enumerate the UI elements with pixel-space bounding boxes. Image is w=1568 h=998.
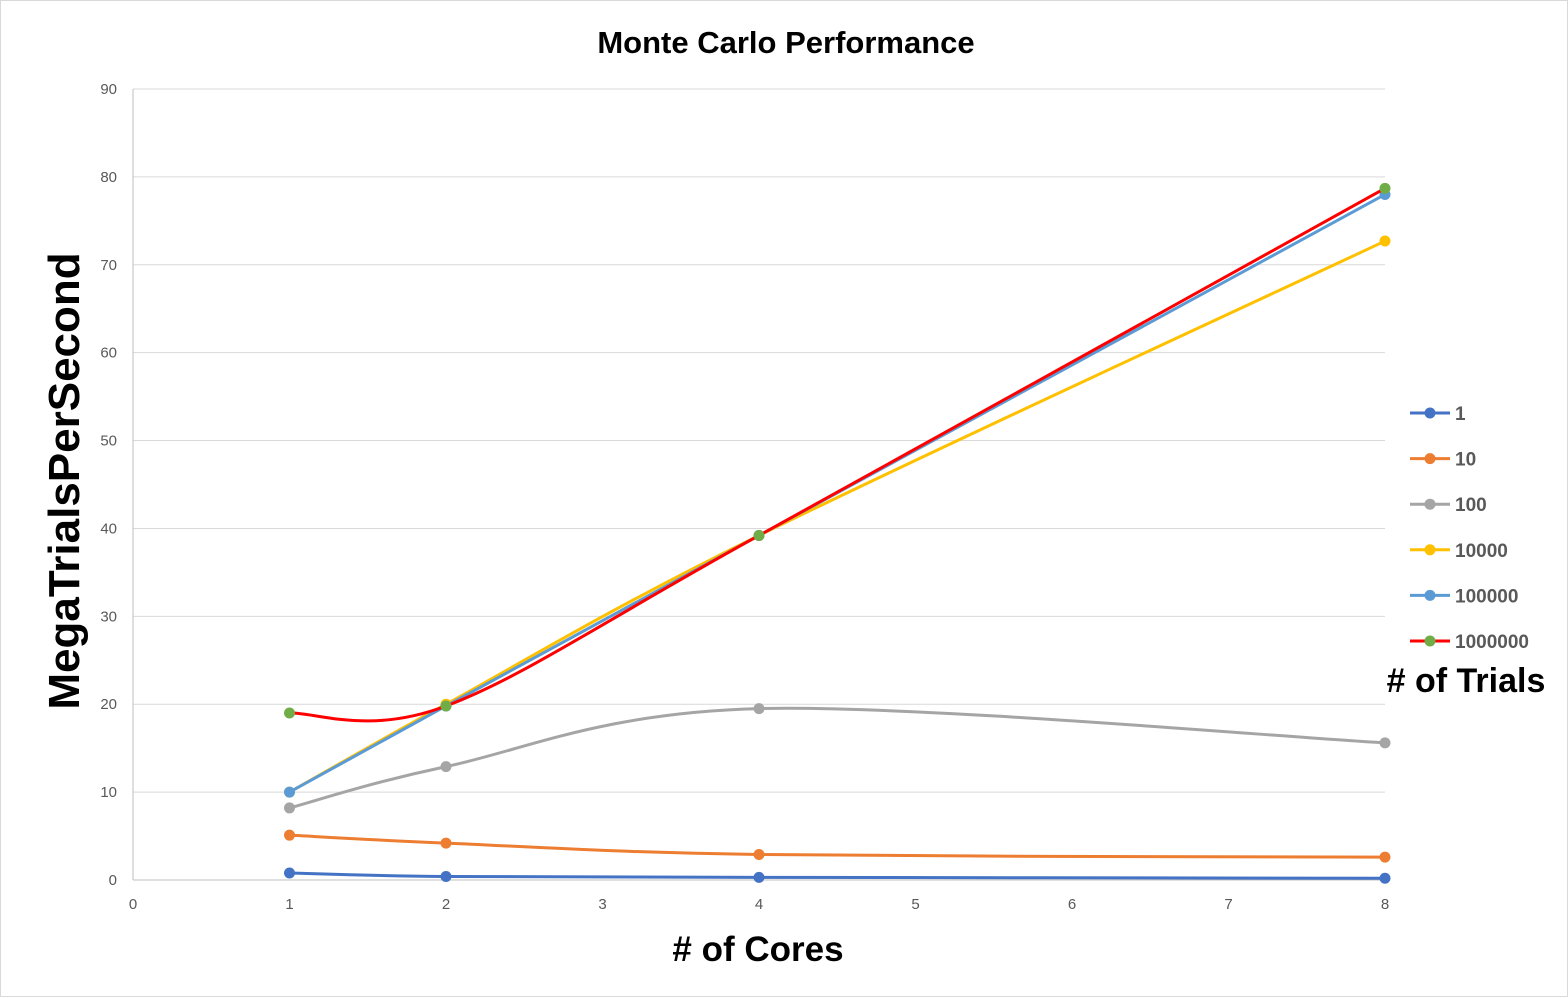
y-axis-ticks: 0 10 20 30 40 50 60 70 80 90 [100, 81, 117, 889]
legend-item: 1 [1410, 404, 1466, 425]
x-tick-label: 6 [1068, 896, 1076, 913]
series-10 [284, 829, 1391, 863]
series-100 [284, 703, 1391, 814]
legend-item: 10000 [1410, 541, 1508, 562]
legend-label: 1 [1455, 404, 1466, 425]
data-point [753, 849, 765, 861]
y-tick-label: 50 [100, 433, 117, 450]
series-line [289, 706, 1386, 810]
y-tick-label: 60 [100, 345, 117, 362]
chart-title: Monte Carlo Performance [597, 25, 974, 60]
data-point [284, 829, 295, 841]
y-tick-label: 90 [100, 81, 117, 98]
data-point [440, 837, 452, 849]
data-point [753, 703, 765, 715]
data-point [284, 707, 295, 719]
legend-marker [1424, 498, 1436, 510]
series-1000000 [284, 182, 1391, 723]
x-tick-label: 0 [129, 896, 137, 913]
y-tick-label: 10 [100, 784, 117, 801]
legend-title: # of Trials [1387, 662, 1546, 700]
series-line [289, 187, 1386, 723]
data-point [440, 700, 452, 712]
legend-label: 10 [1455, 450, 1476, 471]
x-axis-ticks: 0 1 2 3 4 5 6 7 8 [129, 896, 1389, 913]
legend: 1 10 100 10000 100000 1000000 [1410, 404, 1529, 653]
x-tick-label: 2 [442, 896, 450, 913]
legend-label: 1000000 [1455, 632, 1529, 653]
legend-item: 10 [1410, 450, 1476, 471]
data-point [1379, 737, 1391, 749]
y-axis-label: MegaTrialsPerSecond [40, 252, 89, 709]
x-tick-label: 3 [598, 896, 606, 913]
data-point [440, 870, 452, 882]
legend-marker [1424, 589, 1436, 601]
series-1 [284, 867, 1391, 884]
x-tick-label: 1 [285, 896, 293, 913]
data-point [284, 786, 295, 798]
data-point [1379, 872, 1391, 884]
legend-item: 100000 [1410, 586, 1518, 607]
data-point [753, 529, 765, 541]
legend-label: 100000 [1455, 586, 1518, 607]
legend-marker [1424, 407, 1436, 419]
series-lines [284, 182, 1391, 884]
y-tick-label: 40 [100, 520, 117, 537]
series-10000 [284, 235, 1391, 798]
y-tick-label: 80 [100, 169, 117, 186]
data-point [1379, 182, 1391, 194]
gridlines [132, 88, 1385, 881]
x-tick-label: 8 [1381, 896, 1389, 913]
data-point [1379, 851, 1391, 863]
legend-item: 1000000 [1410, 632, 1529, 653]
legend-label: 10000 [1455, 541, 1508, 562]
data-point [284, 802, 295, 814]
legend-marker [1424, 635, 1436, 647]
legend-label: 100 [1455, 495, 1487, 516]
legend-marker [1424, 544, 1436, 556]
series-line [289, 833, 1386, 859]
x-tick-label: 5 [911, 896, 919, 913]
x-tick-label: 7 [1224, 896, 1232, 913]
legend-marker [1424, 453, 1436, 465]
data-point [440, 761, 452, 773]
y-tick-label: 70 [100, 257, 117, 274]
data-point [1379, 235, 1391, 247]
legend-item: 100 [1410, 495, 1487, 516]
series-line [289, 871, 1386, 880]
x-tick-label: 4 [755, 896, 763, 913]
data-point [284, 867, 295, 879]
data-point [753, 871, 765, 883]
y-tick-label: 0 [109, 872, 117, 889]
y-tick-label: 30 [100, 608, 117, 625]
y-tick-label: 20 [100, 696, 117, 713]
x-axis-label: # of Cores [672, 930, 843, 969]
